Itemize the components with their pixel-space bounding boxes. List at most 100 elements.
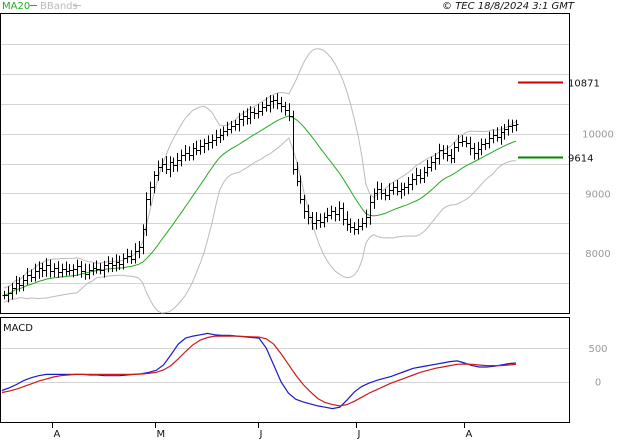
price-bar [325,207,330,223]
price-bar [198,139,203,155]
level-marker-label: 9614 [568,154,593,165]
price-bar [479,138,484,156]
price-bar [17,277,22,292]
price-grid [1,44,569,284]
price-bar [271,95,276,109]
price-bar [379,182,384,200]
price-bar [356,218,361,235]
price-bar [260,101,265,116]
level-markers: 10871 9614 [518,79,600,165]
price-tick-label: 9000 [585,189,610,200]
price-bar [445,145,450,162]
price-bar [33,263,38,282]
price-bar [406,176,411,195]
price-bar [360,217,365,231]
price-bar [437,143,442,165]
price-bar [202,138,207,154]
level-marker-label: 10871 [568,79,600,90]
price-bar [433,153,438,170]
price-bar [456,135,461,152]
price-bar [71,264,76,278]
price-bar [106,256,111,273]
price-bar [229,120,234,134]
price-bar [133,243,138,264]
price-bar [164,156,169,175]
price-bar [102,260,107,278]
price-bar [60,263,65,278]
price-bar [491,129,496,144]
price-bar [391,182,396,195]
price-bar [514,119,519,132]
price-bar [275,93,280,110]
price-bar [487,131,492,149]
price-bar [87,263,92,280]
x-tick-label: J [259,429,263,440]
price-tick-label: 10000 [582,130,614,141]
macd-signal-line [1,335,517,407]
price-bar [402,182,407,196]
macd-panel-frame [0,317,570,423]
price-bar [287,103,292,122]
price-bar [352,222,357,235]
price-tick-label: 8000 [585,249,610,260]
price-bar [395,180,400,196]
price-bar [221,126,226,141]
price-bar [67,264,72,276]
price-bar [125,248,130,264]
price-bar [414,167,419,186]
price-bar [6,286,11,303]
price-bar [225,121,230,137]
price-bar [418,169,423,184]
price-bar [306,204,311,225]
price-bar [333,207,338,222]
price-bar [506,119,511,136]
price-bar [375,181,380,201]
price-bar [179,149,184,167]
price-bar [310,211,315,230]
price-bar [364,209,369,228]
price-bar [298,175,303,204]
macd-panel-title: MACD [3,323,33,334]
price-bar [29,269,34,282]
price-bar [25,268,30,285]
macd-y-axis: 0 500 [588,344,607,389]
price-bar [329,205,334,220]
price-bar [121,253,126,270]
price-bar [452,142,457,163]
legend-ma20: MA20 [2,1,30,12]
price-bar [460,135,465,147]
x-tick-label: A [54,429,61,440]
price-bar [156,160,161,181]
price-bar [337,201,342,221]
price-bar [160,158,165,173]
x-tick-label: M [157,429,166,440]
bband-upper [3,48,517,289]
price-bar [383,189,388,201]
price-bar [206,135,211,151]
price-bar [52,263,57,278]
price-bar [2,290,7,300]
price-bar [214,129,219,146]
price-bar [291,110,296,175]
price-bar [148,181,153,206]
price-bar [341,202,346,226]
price-bar [233,119,238,131]
macd-tick-label: 0 [595,378,601,389]
price-bar [237,112,242,132]
price-bar [429,156,434,172]
price-bar [468,136,473,156]
price-bar [40,262,45,278]
copyright-text: © TEC 18/8/2024 3:1 GMT [442,1,575,12]
price-bar [44,258,49,277]
price-bar [137,240,142,259]
price-bar [48,259,53,278]
price-bar [252,107,257,119]
price-bar [425,159,430,177]
price-bar [283,101,288,116]
price-bar [502,124,507,140]
price-bar [129,250,134,264]
price-bar [472,142,477,160]
price-bar [144,192,149,236]
price-bar [79,260,84,278]
